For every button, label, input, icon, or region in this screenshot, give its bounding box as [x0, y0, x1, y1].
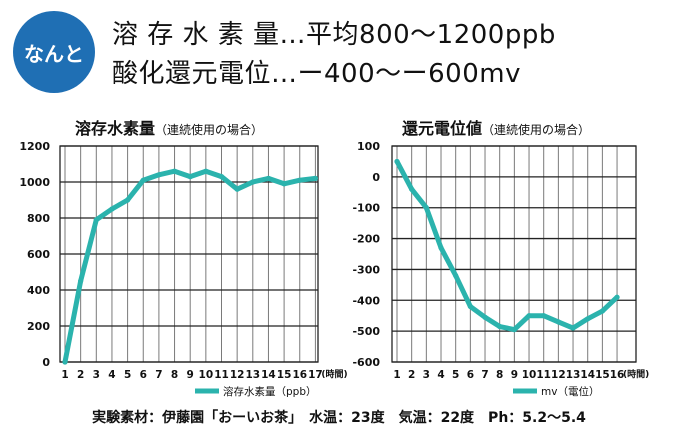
c1-xtick-label-1: 2	[77, 369, 84, 381]
c1-xtick-label-13: 14	[261, 369, 276, 381]
chart2-subtitle: （連続使用の場合）	[482, 123, 591, 137]
c2-xtick-label-2: 3	[423, 369, 430, 381]
c1-legend-label-0: 溶存水素量（ppb）	[223, 385, 317, 398]
c2-point-4	[453, 273, 459, 279]
c2-point-14	[599, 308, 605, 314]
c1-ytick-label-0: 0	[42, 356, 50, 369]
c2-ytick-label-4: -300	[352, 263, 380, 276]
c1-xtick-label-2: 3	[93, 369, 100, 381]
c1-point-11	[234, 186, 240, 192]
c2-point-0	[394, 158, 400, 165]
c1-point-6	[156, 172, 162, 178]
c1-point-0	[62, 359, 68, 365]
c1-point-1	[78, 278, 84, 284]
c2-ytick-label-6: -500	[352, 325, 380, 338]
c2-ytick-label-5: -400	[352, 294, 380, 307]
c2-ytick-label-2: -100	[352, 202, 380, 215]
c1-xtick-label-16: 17	[308, 369, 323, 381]
experiment-conditions: 実験素材：伊藤園「おーいお茶」 水温：23度 気温：22度 Ph：5.2～5.4	[92, 410, 586, 426]
c2-ytick-label-0: 100	[357, 140, 380, 153]
c1-xtick-label-14: 15	[277, 369, 292, 381]
c1-point-13	[265, 175, 272, 181]
c2-point-10	[541, 313, 547, 319]
c1-xtick-label-3: 4	[108, 369, 115, 381]
c2-xtick-label-3: 4	[437, 369, 444, 381]
c2-xtick-label-8: 9	[511, 369, 518, 381]
c1-point-5	[140, 177, 146, 183]
c1-x-unit: (時間)	[321, 368, 347, 380]
c2-xtick-label-14: 15	[595, 369, 610, 381]
c1-frame	[59, 145, 319, 363]
chart2-title-wrap: 還元電位値（連続使用の場合）	[402, 115, 590, 139]
c2-point-9	[526, 313, 532, 319]
c1-xtick-label-15: 16	[292, 369, 307, 381]
c1-xtick-label-10: 11	[214, 369, 229, 381]
headline-orp: 酸化還元電位…ー400～ー600mv	[112, 59, 521, 89]
c2-xtick-label-6: 7	[481, 369, 488, 381]
c1-xtick-label-4: 5	[124, 369, 131, 381]
c1-xtick-label-11: 12	[230, 369, 245, 381]
c2-xtick-label-0: 1	[393, 369, 400, 381]
c2-point-7	[497, 323, 503, 330]
chart1-title-wrap: 溶存水素量（連続使用の場合）	[75, 115, 263, 139]
c1-xtick-label-0: 1	[61, 369, 68, 381]
c2-xtick-label-11: 12	[551, 369, 566, 381]
c1-point-12	[250, 179, 256, 185]
c1-ytick-label-2: 400	[27, 284, 50, 297]
c2-xtick-label-1: 2	[408, 369, 415, 381]
c1-xtick-label-12: 13	[245, 369, 260, 381]
c2-xtick-label-13: 14	[580, 369, 595, 381]
c1-point-9	[203, 168, 209, 174]
c1-ytick-label-3: 600	[27, 248, 50, 261]
c2-x-unit: (時間)	[623, 368, 649, 380]
c1-ytick-label-4: 800	[27, 212, 50, 225]
c1-point-16	[312, 175, 318, 181]
c2-xtick-label-12: 13	[566, 369, 581, 381]
chart1-subtitle: （連続使用の場合）	[155, 123, 264, 137]
c2-ytick-label-3: -200	[352, 233, 380, 246]
c2-point-1	[409, 186, 415, 192]
c1-point-10	[218, 174, 225, 180]
c1-xtick-label-7: 8	[171, 369, 178, 381]
c2-series-line-0	[394, 158, 620, 333]
c1-ytick-label-6: 1200	[19, 140, 50, 153]
c2-frame	[391, 145, 637, 363]
headline-hydrogen: 溶 存 水 素 量…平均800～1200ppb	[112, 20, 556, 50]
badge: なんと	[13, 11, 95, 93]
c2-xtick-label-9: 10	[522, 369, 537, 381]
c2-xtick-label-15: 16	[610, 369, 625, 381]
c1-point-7	[171, 168, 178, 174]
c1-xtick-label-9: 10	[199, 369, 214, 381]
c2-xtick-label-10: 11	[536, 369, 551, 381]
c1-ytick-label-1: 200	[27, 320, 50, 333]
chart1-title: 溶存水素量	[75, 119, 156, 138]
c2-point-12	[570, 325, 576, 331]
c2-point-15	[614, 294, 620, 300]
c1-point-14	[281, 181, 287, 187]
c1-xtick-label-5: 6	[140, 369, 147, 381]
c2-point-8	[511, 327, 517, 333]
c2-legend-label-0: mv（電位）	[541, 385, 599, 398]
c2-ytick-label-1: 0	[372, 171, 380, 184]
c2-point-5	[467, 303, 473, 310]
c2-point-11	[555, 319, 561, 325]
chart2-title: 還元電位値	[402, 119, 483, 138]
c2-xtick-label-4: 5	[452, 369, 459, 381]
c1-point-4	[125, 197, 131, 203]
c2-point-13	[585, 316, 591, 322]
c1-point-8	[187, 174, 193, 180]
c2-ytick-label-7: -600	[352, 356, 380, 369]
c1-point-15	[297, 177, 303, 183]
c1-ytick-label-5: 1000	[19, 176, 50, 189]
c1-point-3	[109, 206, 115, 212]
c1-xtick-label-8: 9	[187, 369, 194, 381]
c2-point-2	[423, 205, 429, 211]
c1-xtick-label-6: 7	[155, 369, 162, 381]
c2-xtick-label-7: 8	[496, 369, 503, 381]
c2-point-3	[438, 245, 444, 251]
c2-point-6	[482, 314, 488, 320]
c1-point-2	[93, 217, 99, 223]
c2-xtick-label-5: 6	[467, 369, 474, 381]
